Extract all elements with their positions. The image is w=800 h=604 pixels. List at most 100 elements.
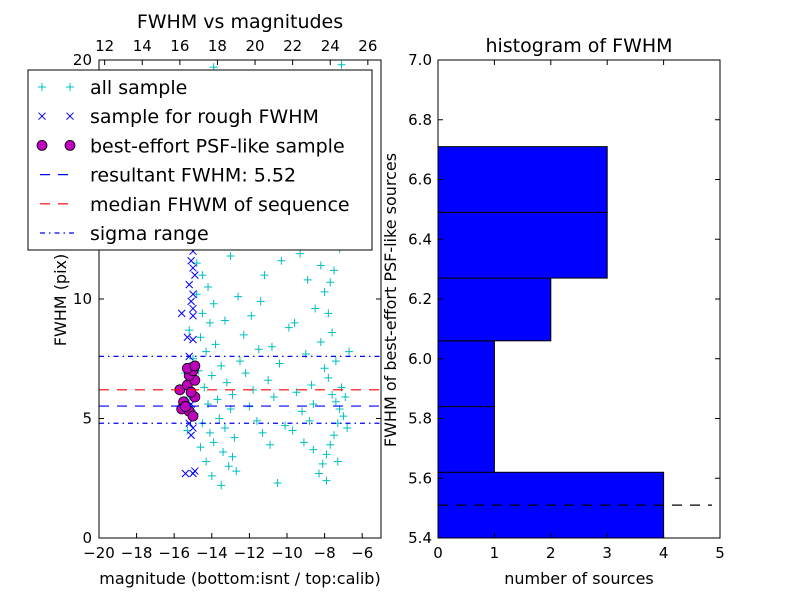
all-sample-point — [328, 328, 337, 337]
rough-fwhm-point — [191, 271, 199, 279]
y-tick-label: 5.8 — [408, 410, 432, 428]
x-tick-label: −12 — [234, 544, 266, 562]
all-sample-point — [314, 469, 323, 478]
all-sample-point — [228, 452, 237, 461]
all-sample-point — [204, 283, 213, 292]
all-sample-point — [202, 347, 211, 356]
all-sample-point — [198, 309, 207, 318]
all-sample-point — [330, 431, 338, 440]
all-sample-point — [288, 426, 297, 435]
top-tick-label: 20 — [245, 37, 264, 55]
legend: all sample sample for rough FWHM best-effo… — [27, 69, 373, 251]
y-axis-label: FWHM of best-effort PSF-like sources — [381, 153, 400, 447]
all-sample-point — [281, 421, 290, 430]
all-sample-point — [205, 428, 214, 437]
all-sample-point — [284, 323, 293, 332]
all-sample-point — [254, 345, 263, 354]
left-scatter-chart: −20 −18 −16 −14 −12 −10 −8 −6 12 14 16 18 20 22 24 26 0 5… — [27, 11, 382, 588]
all-sample-point — [260, 271, 269, 280]
all-sample-point — [202, 457, 211, 466]
all-sample-point — [207, 471, 216, 480]
all-sample-point — [209, 438, 218, 447]
all-sample-point — [322, 476, 331, 485]
legend-frame — [27, 69, 373, 251]
y-tick-label: 20 — [73, 51, 92, 69]
all-sample-point — [215, 414, 224, 423]
histogram-bar — [437, 340, 495, 408]
legend-label: best-effort PSF-like sample — [90, 135, 345, 157]
all-sample-point — [324, 309, 333, 318]
all-sample-point — [305, 416, 314, 425]
series-cross — [177, 247, 199, 478]
all-sample-point — [196, 333, 205, 342]
all-sample-point — [185, 326, 194, 335]
all-sample-point — [217, 361, 226, 370]
all-sample-point — [230, 433, 239, 442]
psf-like-point — [187, 410, 199, 422]
all-sample-point — [345, 347, 354, 356]
rough-fwhm-point — [187, 431, 195, 440]
all-sample-point — [322, 450, 331, 459]
all-sample-point — [292, 388, 301, 397]
all-sample-point — [307, 381, 316, 390]
legend-marker-circle — [36, 139, 48, 151]
all-sample-point — [222, 378, 231, 387]
x-tick-label: 5 — [715, 544, 725, 562]
x-tick-label: 0 — [433, 544, 443, 562]
x-tick-label: 1 — [490, 544, 500, 562]
histogram-bar — [437, 211, 608, 279]
all-sample-point — [320, 364, 329, 373]
all-sample-point — [241, 369, 250, 378]
all-sample-point — [328, 390, 337, 399]
all-sample-point — [247, 311, 256, 320]
all-sample-point — [264, 376, 273, 385]
top-tick-label: 26 — [358, 37, 377, 55]
rough-fwhm-point — [189, 264, 197, 272]
all-sample-point — [220, 316, 229, 325]
legend-label: median FHWM of sequence — [90, 194, 350, 216]
all-sample-point — [337, 60, 346, 69]
x-tick-label: 3 — [602, 544, 612, 562]
x-tick-label: 4 — [659, 544, 669, 562]
all-sample-point — [236, 357, 244, 366]
all-sample-point — [273, 479, 282, 488]
all-sample-point — [320, 287, 329, 296]
rough-fwhm-point — [189, 304, 197, 313]
rough-fwhm-point — [189, 424, 197, 432]
y-tick-label: 6.2 — [408, 290, 432, 308]
y-tick-label: 6.8 — [408, 111, 432, 129]
psf-like-point — [180, 401, 191, 412]
right-histogram-chart: 0 1 2 3 4 5 5.4 5.6 5.8 6.0 6.2 6.4 6.6 6.8 7.0 histogr… — [381, 35, 725, 588]
top-tick-label: 22 — [283, 37, 302, 55]
chart-title: histogram of FWHM — [485, 35, 672, 57]
legend-marker-cross — [66, 112, 74, 121]
x-axis-label: number of sources — [504, 569, 654, 588]
all-sample-point — [258, 428, 267, 437]
legend-marker-circle — [64, 139, 76, 151]
top-tick-label: 12 — [95, 37, 114, 55]
all-sample-point — [192, 290, 201, 299]
all-sample-point — [269, 392, 278, 401]
all-sample-point — [311, 304, 320, 313]
x-tick-label: −18 — [121, 544, 153, 562]
rough-fwhm-point — [189, 290, 197, 299]
all-sample-point — [217, 481, 226, 490]
top-tick-label: 14 — [133, 37, 152, 55]
chart-title: FWHM vs magnitudes — [137, 11, 343, 33]
rough-fwhm-point — [187, 297, 195, 306]
all-sample-point — [211, 340, 220, 349]
all-sample-point — [318, 459, 327, 468]
all-sample-point — [324, 373, 333, 382]
x-tick-label: 2 — [546, 544, 556, 562]
all-sample-point — [316, 261, 325, 270]
all-sample-point — [275, 359, 284, 368]
all-sample-point — [234, 292, 243, 301]
y-tick-label: 6.6 — [408, 171, 432, 189]
x-tick-label: −14 — [196, 544, 228, 562]
legend-label: resultant FWHM: 5.52 — [90, 165, 296, 187]
x-tick-label: −20 — [83, 544, 115, 562]
all-sample-point — [205, 318, 214, 327]
all-sample-point — [252, 416, 261, 425]
all-sample-point — [309, 445, 318, 454]
